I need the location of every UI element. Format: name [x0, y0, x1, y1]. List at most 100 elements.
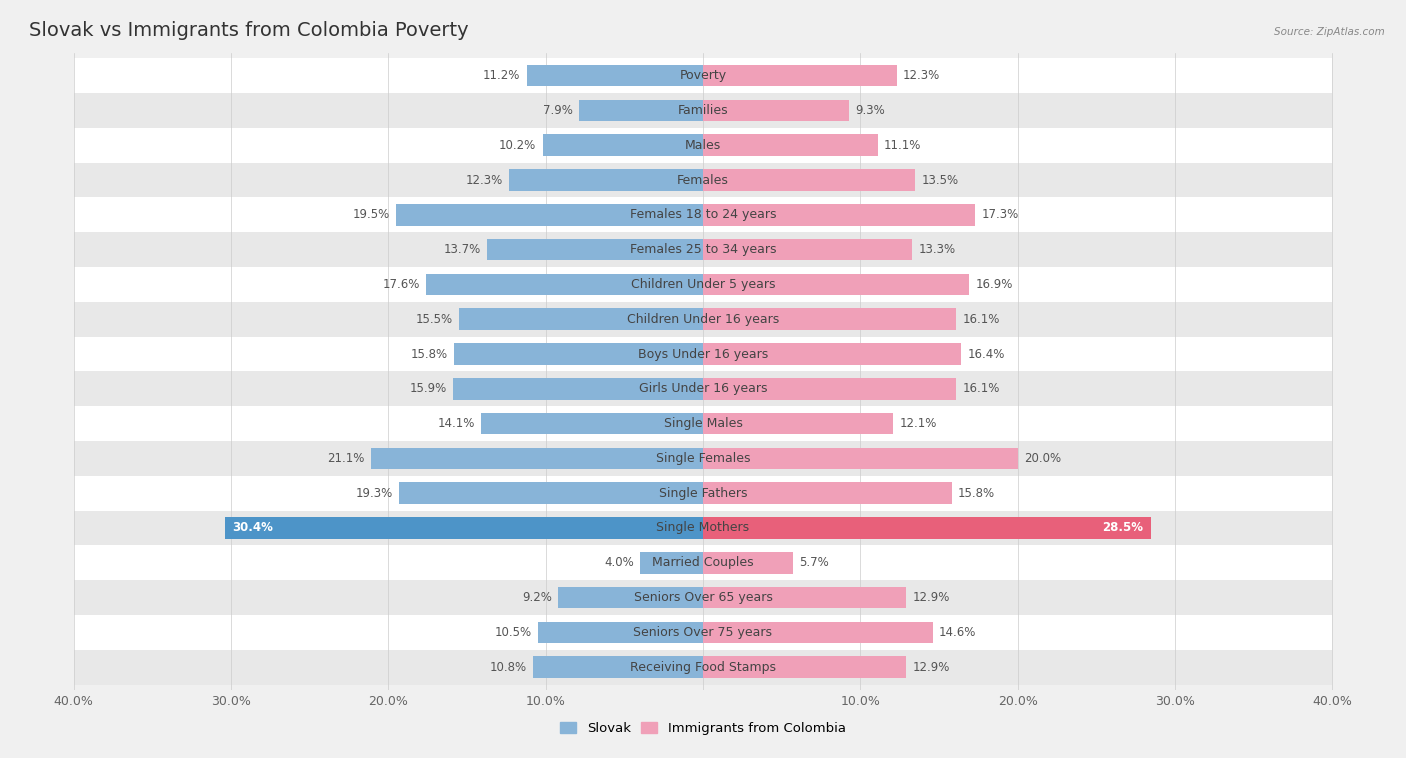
Bar: [488, 239, 703, 261]
Text: Children Under 16 years: Children Under 16 years: [627, 313, 779, 326]
Text: Girls Under 16 years: Girls Under 16 years: [638, 382, 768, 396]
Text: 12.1%: 12.1%: [900, 417, 936, 430]
Bar: [225, 517, 703, 539]
Text: Source: ZipAtlas.com: Source: ZipAtlas.com: [1274, 27, 1385, 36]
Text: 13.5%: 13.5%: [922, 174, 959, 186]
Bar: [73, 650, 1333, 684]
Bar: [453, 378, 703, 399]
Text: Families: Families: [678, 104, 728, 117]
Text: Single Females: Single Females: [655, 452, 751, 465]
Text: 9.2%: 9.2%: [522, 591, 553, 604]
Text: 10.2%: 10.2%: [499, 139, 536, 152]
Text: Children Under 5 years: Children Under 5 years: [631, 278, 775, 291]
Bar: [703, 448, 1018, 469]
Text: 15.5%: 15.5%: [416, 313, 453, 326]
Text: Slovak vs Immigrants from Colombia Poverty: Slovak vs Immigrants from Colombia Pover…: [30, 21, 468, 40]
Text: 15.8%: 15.8%: [411, 347, 449, 361]
Text: 15.9%: 15.9%: [409, 382, 447, 396]
Text: 16.1%: 16.1%: [963, 313, 1000, 326]
Bar: [426, 274, 703, 295]
Text: 16.1%: 16.1%: [963, 382, 1000, 396]
Text: 13.3%: 13.3%: [918, 243, 956, 256]
Text: Females: Females: [678, 174, 728, 186]
Bar: [73, 163, 1333, 197]
Text: 19.3%: 19.3%: [356, 487, 394, 500]
Bar: [703, 552, 793, 574]
Bar: [73, 615, 1333, 650]
Bar: [703, 65, 897, 86]
Bar: [527, 65, 703, 86]
Bar: [703, 134, 877, 156]
Bar: [73, 406, 1333, 441]
Bar: [703, 413, 893, 434]
Bar: [558, 587, 703, 609]
Text: 14.1%: 14.1%: [437, 417, 475, 430]
Bar: [703, 100, 849, 121]
Text: Males: Males: [685, 139, 721, 152]
Bar: [703, 343, 962, 365]
Text: 12.9%: 12.9%: [912, 591, 949, 604]
Text: Females 18 to 24 years: Females 18 to 24 years: [630, 208, 776, 221]
Bar: [533, 656, 703, 678]
Bar: [703, 204, 976, 226]
Bar: [73, 337, 1333, 371]
Text: 12.3%: 12.3%: [903, 69, 941, 82]
Text: 17.3%: 17.3%: [981, 208, 1019, 221]
Bar: [703, 482, 952, 504]
Text: 30.4%: 30.4%: [232, 522, 273, 534]
Text: Boys Under 16 years: Boys Under 16 years: [638, 347, 768, 361]
Bar: [703, 517, 1152, 539]
Bar: [73, 580, 1333, 615]
Text: Married Couples: Married Couples: [652, 556, 754, 569]
Bar: [73, 511, 1333, 546]
Bar: [537, 622, 703, 643]
Text: 11.1%: 11.1%: [884, 139, 921, 152]
Text: 12.9%: 12.9%: [912, 661, 949, 674]
Text: 10.5%: 10.5%: [495, 626, 531, 639]
Text: 11.2%: 11.2%: [484, 69, 520, 82]
Bar: [73, 546, 1333, 580]
Text: 12.3%: 12.3%: [465, 174, 503, 186]
Bar: [73, 197, 1333, 232]
Bar: [454, 343, 703, 365]
Text: Single Fathers: Single Fathers: [659, 487, 747, 500]
Text: 16.4%: 16.4%: [967, 347, 1005, 361]
Text: 16.9%: 16.9%: [976, 278, 1012, 291]
Bar: [509, 169, 703, 191]
Text: 9.3%: 9.3%: [856, 104, 886, 117]
Text: Receiving Food Stamps: Receiving Food Stamps: [630, 661, 776, 674]
Bar: [543, 134, 703, 156]
Bar: [399, 482, 703, 504]
Text: 21.1%: 21.1%: [328, 452, 364, 465]
Text: 20.0%: 20.0%: [1024, 452, 1062, 465]
Text: 28.5%: 28.5%: [1102, 522, 1143, 534]
Text: 4.0%: 4.0%: [605, 556, 634, 569]
Text: Females 25 to 34 years: Females 25 to 34 years: [630, 243, 776, 256]
Bar: [396, 204, 703, 226]
Text: 14.6%: 14.6%: [939, 626, 976, 639]
Text: Single Mothers: Single Mothers: [657, 522, 749, 534]
Bar: [73, 232, 1333, 267]
Bar: [481, 413, 703, 434]
Bar: [73, 476, 1333, 511]
Bar: [703, 239, 912, 261]
Text: Poverty: Poverty: [679, 69, 727, 82]
Text: Seniors Over 65 years: Seniors Over 65 years: [634, 591, 772, 604]
Text: 17.6%: 17.6%: [382, 278, 420, 291]
Bar: [703, 378, 956, 399]
Bar: [703, 622, 932, 643]
Text: 5.7%: 5.7%: [799, 556, 828, 569]
Text: 10.8%: 10.8%: [489, 661, 527, 674]
Text: 15.8%: 15.8%: [957, 487, 995, 500]
Bar: [73, 93, 1333, 128]
Bar: [460, 309, 703, 330]
Bar: [371, 448, 703, 469]
Bar: [703, 169, 915, 191]
Bar: [703, 656, 905, 678]
Bar: [73, 302, 1333, 337]
Bar: [73, 267, 1333, 302]
Bar: [703, 587, 905, 609]
Text: Seniors Over 75 years: Seniors Over 75 years: [634, 626, 772, 639]
Bar: [73, 128, 1333, 163]
Legend: Slovak, Immigrants from Colombia: Slovak, Immigrants from Colombia: [555, 717, 851, 741]
